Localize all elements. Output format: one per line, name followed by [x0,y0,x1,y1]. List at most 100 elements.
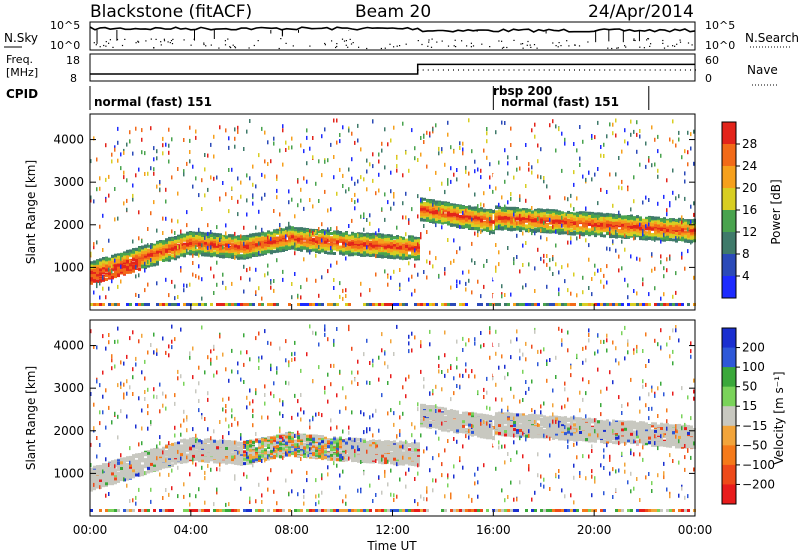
heatmap-cell [153,257,156,261]
heatmap-speck [126,178,128,183]
heatmap-speck [156,156,158,161]
heatmap-cell [399,253,402,257]
heatmap-cell [429,206,432,210]
heatmap-cell [432,199,435,203]
heatmap-cell [213,252,216,256]
heatmap-cell [180,240,183,244]
heatmap-cell [462,206,465,209]
heatmap-speck [315,278,317,283]
heatmap-cell [486,223,489,227]
heatmap-speck [216,241,218,246]
noise-search-point [324,44,326,46]
noise-search-point [171,43,174,45]
heatmap-cell [297,244,300,248]
noise-search-point [108,42,110,44]
heatmap-speck [93,199,95,204]
heatmap-ground [165,303,168,306]
heatmap-cell [144,257,147,261]
heatmap-ground [459,303,462,306]
heatmap-speck [246,212,248,217]
heatmap-cell [285,245,288,249]
heatmap-ground [498,303,501,306]
heatmap-speck [504,204,506,209]
heatmap-cell [306,243,309,247]
heatmap-speck [270,236,272,241]
heatmap-speck [435,170,437,175]
heatmap-ground [252,303,255,306]
heatmap-cell [444,202,447,206]
heatmap-cell [468,205,471,209]
heatmap-cell [363,252,366,256]
heatmap-speck [465,169,467,174]
heatmap-cell [348,243,351,247]
noise-search-point [205,45,207,47]
heatmap-cell [429,218,432,222]
noise-search-point [679,39,681,41]
heatmap-cell [450,218,453,222]
heatmap-speck [195,245,197,250]
heatmap-cell [228,242,231,245]
heatmap-cell [273,238,276,242]
heatmap-cell [417,251,420,255]
heatmap-cell [273,242,276,246]
heatmap-cell [507,206,510,210]
heatmap-speck [156,149,158,154]
heatmap-cell [420,205,423,209]
heatmap-speck [117,158,119,163]
heatmap-cell [345,232,348,236]
heatmap-speck [132,197,134,202]
heatmap-speck [354,200,356,205]
heatmap-cell [366,253,369,257]
heatmap-ground [465,303,468,306]
heatmap-cell [381,254,384,258]
heatmap-cell [246,256,249,260]
heatmap-cell [135,253,138,257]
heatmap-cell [261,239,264,243]
heatmap-cell [498,212,501,215]
heatmap-cell [447,221,450,225]
heatmap-speck [420,235,422,240]
heatmap-speck [306,135,308,140]
heatmap-speck [351,198,353,202]
heatmap-speck [231,167,233,172]
heatmap-ground [441,303,444,306]
heatmap-speck [441,149,443,154]
noise-search-point [232,44,234,46]
heatmap-cell [339,231,342,234]
heatmap-speck [168,293,170,298]
heatmap-cell [246,253,249,257]
heatmap-speck [426,230,428,234]
heatmap-speck [441,147,443,152]
heatmap-speck [369,221,371,226]
heatmap-cell [330,251,333,255]
heatmap-speck [201,243,203,248]
noise-search-point [324,42,326,45]
heatmap-cell [315,237,318,241]
heatmap-cell [168,237,171,241]
heatmap-cell [105,268,108,272]
heatmap-speck [408,218,410,223]
heatmap-cell [186,234,189,237]
noise-search-point [160,44,162,46]
heatmap-cell [405,257,408,260]
heatmap-cell [396,246,399,250]
heatmap-cell [453,223,456,227]
heatmap-cell [507,222,510,226]
heatmap-cell [99,268,102,272]
heatmap-cell [96,274,99,278]
heatmap-speck [159,180,161,184]
heatmap-cell [156,251,159,255]
heatmap-speck [411,235,413,240]
beam-title: Beam 20 [355,2,431,22]
heatmap-speck [504,148,506,153]
heatmap-speck [96,187,98,192]
heatmap-cell [279,243,282,246]
heatmap-cell [120,254,123,258]
heatmap-cell [108,270,111,274]
heatmap-speck [267,162,269,166]
heatmap-speck [486,131,488,136]
heatmap-cell [306,237,309,241]
heatmap-cell [165,254,168,258]
heatmap-cell [225,235,228,239]
heatmap-cell [345,251,348,254]
